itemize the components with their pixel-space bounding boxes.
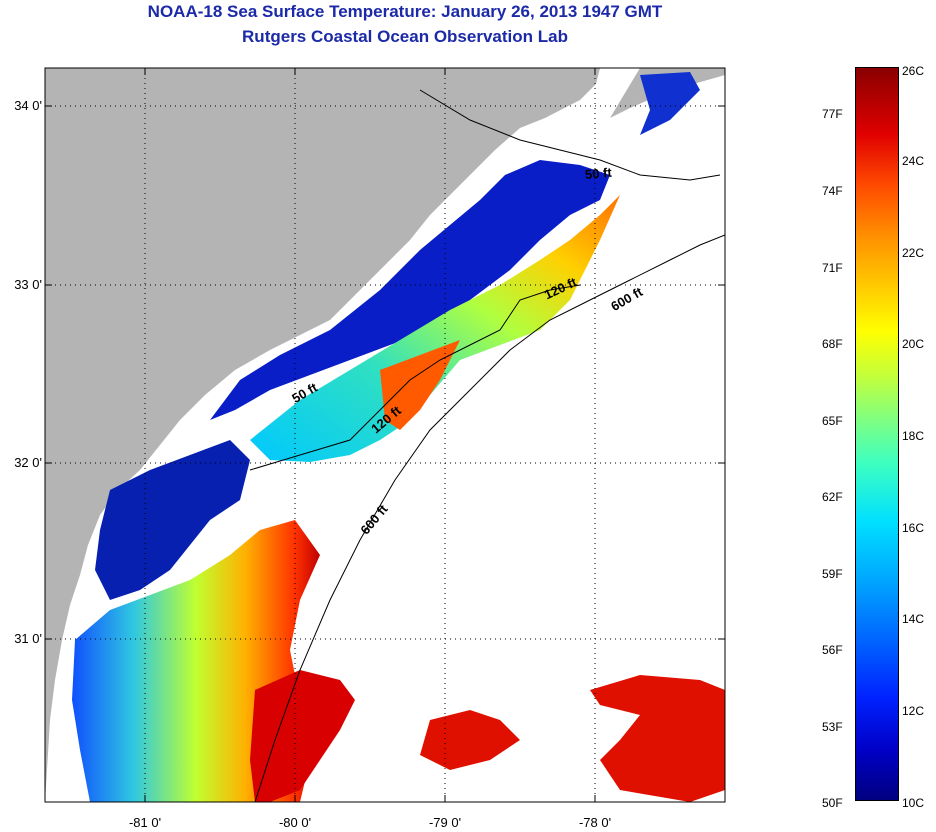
land-mass [45,68,600,802]
sst-map: 34 0' 33 0' 32 0' 31 0' -81 0' -80 0' -7… [14,67,726,830]
colorbar-f-74: 74F [822,184,843,198]
lat-label-31: 31 0' [14,631,42,646]
warm-patch-east-dots [420,710,520,770]
warm-patch-east [590,675,725,802]
lat-label-33: 33 0' [14,277,42,292]
title-line-2: Rutgers Coastal Ocean Observation Lab [242,27,568,46]
land-northeast [610,68,725,118]
colorbar-f-77: 77F [822,107,843,121]
lat-label-34: 34 0' [14,98,42,113]
graticule [45,68,725,802]
colorbar-f-53: 53F [822,720,843,734]
cold-water-northeast [640,72,700,135]
colorbar-c-26: 26C [902,64,925,78]
sst-map-canvas [44,67,726,803]
colorbar-c-16: 16C [902,521,925,535]
colorbar-f-65: 65F [822,414,843,428]
temperature-colorbar [855,67,899,801]
gulf-stream-warm-south [250,670,355,802]
colorbar-f-59: 59F [822,567,843,581]
contour-120ft [249,284,581,471]
cold-water-north [210,160,610,420]
lon-label-80: -80 0' [278,815,312,830]
colorbar-c-22: 22C [902,246,925,260]
colorbar-f-56: 56F [822,643,843,657]
colorbar-c-14: 14C [902,612,925,626]
lat-label-32: 32 0' [14,455,42,470]
contour-50ft [419,89,721,181]
colorbar-f-50: 50F [822,796,843,810]
lon-label-78: -78 0' [578,815,612,830]
axis-ticks [45,68,725,802]
colorbar-f-71: 71F [822,261,843,275]
colorbar-c-18: 18C [902,429,925,443]
gulf-stream-warm-middle [380,340,460,430]
colorbar-f-68: 68F [822,337,843,351]
contour-600ft [254,234,725,802]
lon-label-81: -81 0' [128,815,162,830]
colorbar-c-12: 12C [902,704,925,718]
lon-label-79: -79 0' [428,815,462,830]
contour-label-50ft-north: 50 ft [584,164,613,182]
colorbar-f-62: 62F [822,490,843,504]
colorbar-c-24: 24C [902,154,925,168]
map-frame [44,67,726,803]
colorbar-c-20: 20C [902,337,925,351]
cold-water-middle [95,440,250,600]
shelf-water-north [250,195,620,462]
title-line-1: NOAA-18 Sea Surface Temperature: January… [147,2,663,21]
colorbar-c-10: 10C [902,796,925,810]
